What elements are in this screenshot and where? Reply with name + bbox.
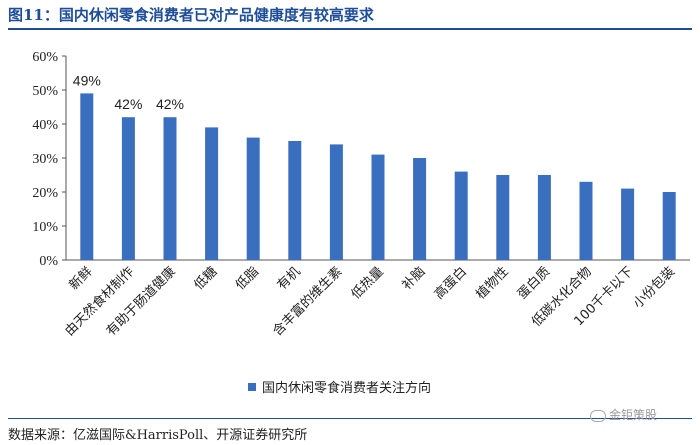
x-tick-label: 由天然食材制作 [62, 264, 138, 340]
bar-series: 49% 42% 42% [73, 72, 676, 261]
bar-5 [246, 137, 260, 260]
watermark-text: 金钜策股 [609, 408, 658, 422]
y-tick-label: 20% [32, 186, 58, 201]
y-tick-label: 0% [39, 254, 58, 269]
legend-swatch [248, 383, 256, 391]
x-tick-label: 有机 [275, 264, 304, 293]
bar-6 [288, 141, 302, 260]
legend-label: 国内休闲零食消费者关注方向 [262, 380, 431, 396]
x-tick-label: 高蛋白 [431, 264, 470, 303]
y-tick-label: 60% [32, 50, 58, 65]
bar-3 [163, 117, 177, 260]
y-tick-label: 10% [32, 220, 58, 235]
bar-7 [329, 144, 343, 260]
y-tick-label: 30% [32, 152, 58, 167]
x-tick-label: 补脑 [399, 264, 428, 293]
bar-14 [621, 188, 635, 260]
bar-12 [537, 175, 551, 260]
x-tick-label: 新鲜 [66, 264, 96, 294]
bar-8 [371, 154, 385, 260]
bar-10 [454, 171, 468, 260]
x-tick-label: 蛋白质 [514, 264, 553, 303]
x-tick-label: 有助于肠道健康 [103, 264, 179, 340]
x-tick-label: 含丰富的维生素 [270, 264, 346, 340]
bar-13 [579, 181, 593, 260]
bar-chart: 0% 10% 20% 30% 40% 50% 60% 49% 42% 42% 新鲜由天然食材制作… [32, 50, 690, 396]
bar-4 [205, 127, 219, 261]
footer-divider [8, 418, 692, 419]
x-tick-label: 小份包装 [631, 264, 678, 311]
x-tick-label: 低热量 [349, 264, 387, 302]
bar-1 [80, 93, 94, 261]
data-label: 49% [73, 72, 101, 88]
x-tick-label: 低糖 [191, 264, 221, 294]
title-underline [8, 28, 692, 30]
bar-2 [121, 117, 135, 260]
watermark: 金钜策股 [590, 406, 657, 423]
chart-title: 图11：国内休闲零食消费者已对产品健康度有较高要求 [8, 6, 374, 24]
legend: 国内休闲零食消费者关注方向 [248, 380, 431, 396]
x-tick-label: 低脂 [233, 264, 262, 293]
y-tick-label: 40% [32, 118, 58, 133]
wechat-icon [590, 409, 606, 422]
data-label: 42% [156, 96, 184, 112]
x-tick-label: 植物性 [473, 264, 511, 302]
source-note: 数据来源：亿滋国际&HarrisPoll、开源证券研究所 [8, 428, 308, 443]
data-label: 42% [114, 96, 142, 112]
bar-11 [496, 175, 510, 260]
bar-9 [413, 158, 427, 260]
y-tick-label: 50% [32, 84, 58, 99]
bar-15 [662, 192, 676, 260]
